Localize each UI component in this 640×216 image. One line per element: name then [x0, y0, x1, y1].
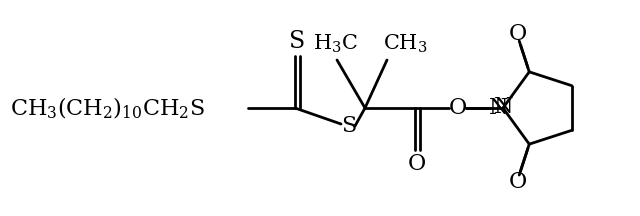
Text: S: S	[341, 115, 356, 137]
Text: O: O	[408, 153, 426, 175]
Text: S: S	[289, 30, 305, 54]
Text: $\mathregular{CH_3(CH_2)_{10}CH_2S}$: $\mathregular{CH_3(CH_2)_{10}CH_2S}$	[10, 95, 205, 121]
Text: N: N	[489, 97, 509, 119]
Text: O: O	[508, 171, 527, 193]
Text: N: N	[494, 96, 514, 118]
Text: O: O	[508, 23, 527, 45]
Text: $\mathregular{H_3C}$: $\mathregular{H_3C}$	[312, 33, 358, 55]
Text: O: O	[449, 97, 467, 119]
Text: $\mathregular{CH_3}$: $\mathregular{CH_3}$	[383, 33, 428, 55]
